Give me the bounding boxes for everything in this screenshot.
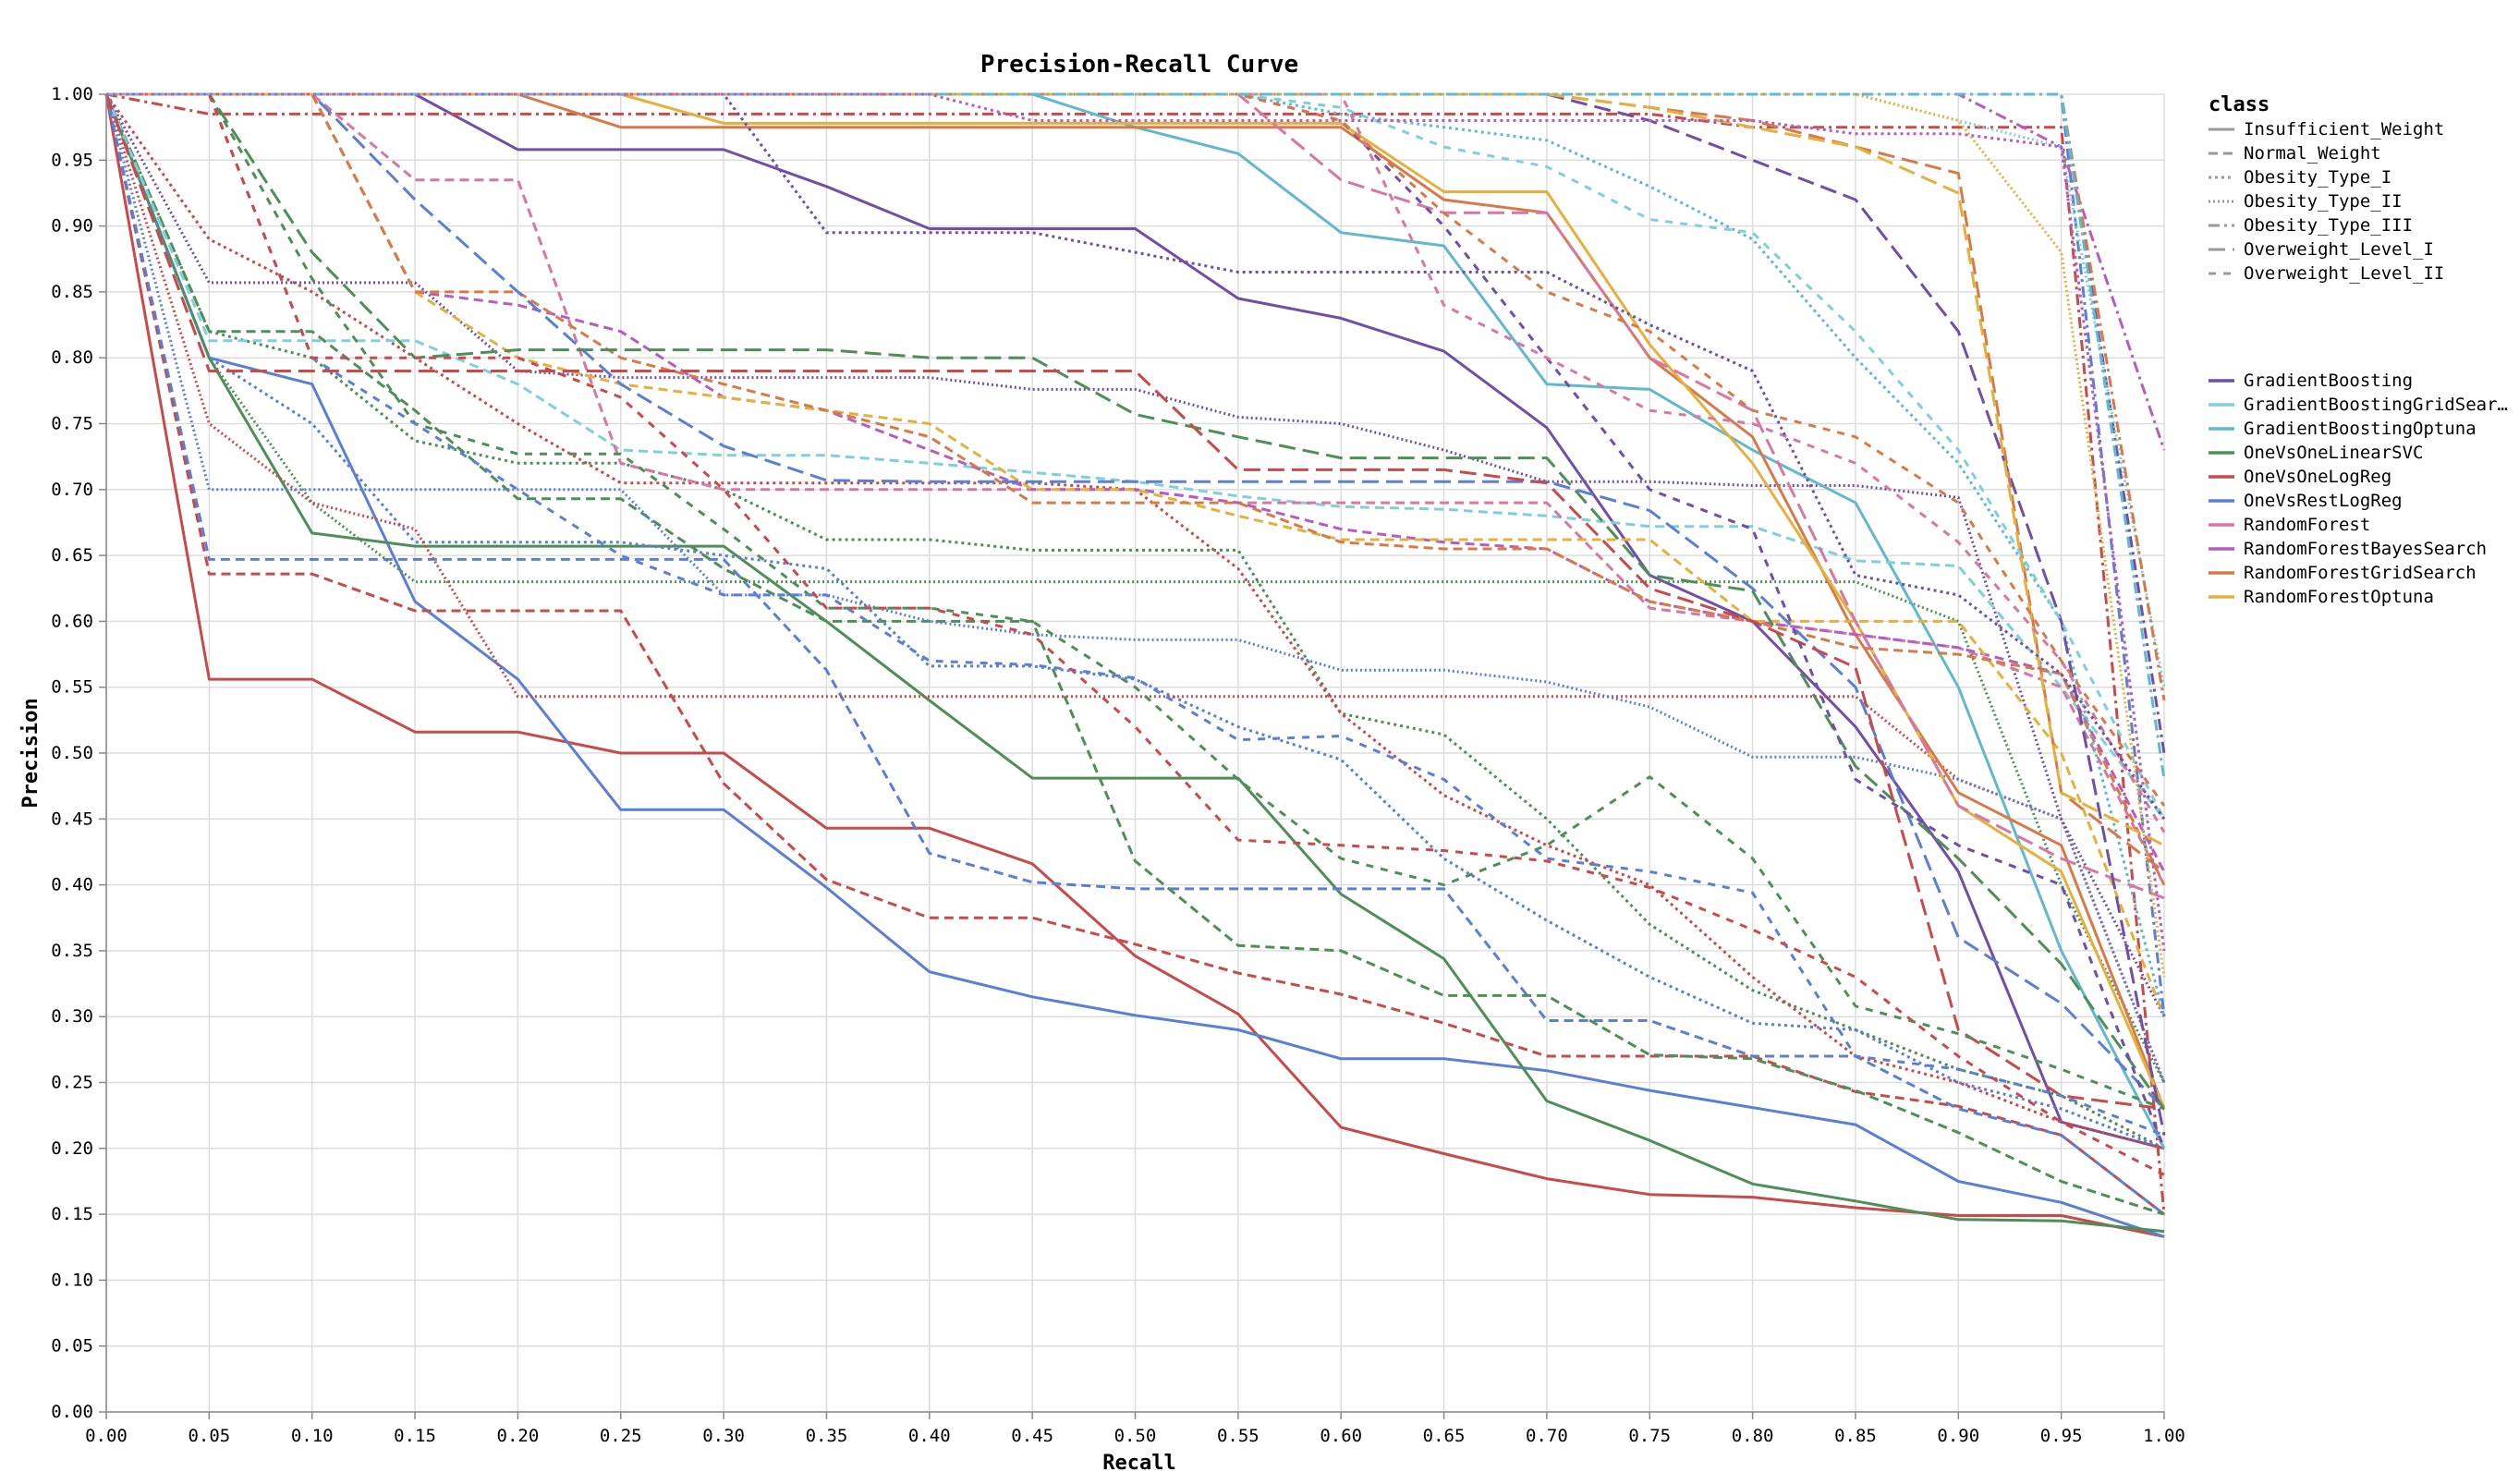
legend-model-label: RandomForestGridSearch bbox=[2244, 563, 2476, 583]
series-line-onevsrestlogreg-overweight-level-i bbox=[106, 92, 2166, 1111]
x-tick-label: 0.55 bbox=[1217, 1426, 1260, 1446]
x-tick-label: 0.85 bbox=[1834, 1426, 1877, 1446]
y-tick-label: 0.35 bbox=[51, 941, 93, 961]
y-tick-label: 0.90 bbox=[51, 216, 93, 237]
x-tick-label: 0.45 bbox=[1011, 1426, 1053, 1446]
y-axis-title: Precision bbox=[19, 698, 43, 808]
x-tick-label: 0.30 bbox=[702, 1426, 745, 1446]
series-line-onevsrestlogreg-obesity-type-ii bbox=[104, 93, 2166, 1084]
legend-class-label: Obesity_Type_II bbox=[2244, 191, 2403, 212]
y-tick-label: 0.95 bbox=[51, 150, 93, 170]
series-line-onevsonelogreg-overweight-level-ii bbox=[106, 92, 2165, 1176]
chart-title: Precision-Recall Curve bbox=[980, 51, 1298, 79]
series-line-randomforestgridsearch-normal-weight bbox=[106, 92, 2166, 886]
x-tick-label: 0.00 bbox=[85, 1426, 128, 1446]
x-tick-label: 0.95 bbox=[2040, 1426, 2083, 1446]
y-tick-label: 0.30 bbox=[51, 1006, 93, 1027]
legend-class-label: Normal_Weight bbox=[2244, 143, 2381, 164]
series-line-onevsonelogreg-overweight-level-i bbox=[104, 93, 2165, 1111]
y-tick-label: 0.15 bbox=[51, 1204, 93, 1224]
series-line-onevsrestlogreg-normal-weight bbox=[104, 93, 2165, 1216]
y-tick-label: 0.25 bbox=[51, 1073, 93, 1093]
x-tick-label: 0.75 bbox=[1628, 1426, 1671, 1446]
x-tick-label: 0.40 bbox=[908, 1426, 951, 1446]
series-line-onevsonelinearsvc-normal-weight bbox=[104, 93, 2165, 1216]
gridlines bbox=[105, 93, 2165, 1413]
series-line-onevsonelogreg-normal-weight bbox=[104, 93, 2165, 1216]
x-tick-label: 0.10 bbox=[291, 1426, 334, 1446]
series-line-gradientboostingoptuna-obesity-type-iii bbox=[106, 92, 2166, 780]
legend-class-title: class bbox=[2209, 93, 2270, 116]
series-line-onevsonelinearsvc-overweight-level-i bbox=[106, 92, 2166, 1110]
series-lines bbox=[104, 92, 2166, 1238]
series-line-onevsonelogreg-insufficient-weight bbox=[104, 93, 2165, 1238]
axes: 0.00 0.05 0.10 0.15 0.20 0.25 0.30 0.35 0.40 0.45… bbox=[51, 84, 2185, 1446]
y-tick-label: 0.40 bbox=[51, 875, 93, 895]
x-tick-label: 0.05 bbox=[188, 1426, 230, 1446]
series-line-randomforestbayessearch-obesity-type-i bbox=[106, 92, 2166, 952]
x-tick-label: 0.50 bbox=[1114, 1426, 1157, 1446]
legend-model-label: GradientBoostingGridSear… bbox=[2244, 395, 2508, 415]
legend-class-label: Obesity_Type_III bbox=[2244, 215, 2413, 236]
series-line-onevsrestlogreg-overweight-level-ii bbox=[106, 92, 2165, 1137]
legend-model-label: RandomForest bbox=[2244, 515, 2370, 535]
x-tick-label: 0.20 bbox=[497, 1426, 540, 1446]
x-tick-label: 0.15 bbox=[394, 1426, 436, 1446]
series-line-onevsonelinearsvc-insufficient-weight bbox=[104, 93, 2165, 1234]
series-line-onevsonelinearsvc-overweight-level-ii bbox=[106, 92, 2165, 1111]
y-tick-label: 0.80 bbox=[51, 347, 93, 368]
series-line-onevsonelinearsvc-obesity-type-ii bbox=[104, 93, 2166, 1084]
y-tick-label: 0.05 bbox=[51, 1336, 93, 1356]
y-tick-label: 1.00 bbox=[51, 84, 93, 104]
x-tick-label: 0.90 bbox=[1937, 1426, 1979, 1446]
x-tick-label: 0.60 bbox=[1320, 1426, 1362, 1446]
legend-model-label: OneVsRestLogReg bbox=[2244, 491, 2403, 511]
legend-model-label: GradientBoosting bbox=[2244, 371, 2413, 391]
series-line-onevsrestlogreg-insufficient-weight bbox=[104, 93, 2165, 1238]
series-line-onevsonelogreg-obesity-type-iii bbox=[105, 92, 2166, 1215]
series-line-randomforestoptuna-normal-weight bbox=[106, 92, 2166, 1017]
legend-model-label: RandomForestBayesSearch bbox=[2244, 539, 2487, 559]
series-line-randomforestbayessearch-normal-weight bbox=[106, 92, 2166, 872]
x-tick-label: 0.35 bbox=[806, 1426, 848, 1446]
legend-model-label: GradientBoostingOptuna bbox=[2244, 419, 2476, 439]
y-tick-label: 0.10 bbox=[51, 1270, 93, 1290]
legend: class Insufficient_Weight Normal_Weight Obe… bbox=[2209, 93, 2508, 607]
y-tick-label: 0.55 bbox=[51, 677, 93, 698]
legend-model-label: RandomForestOptuna bbox=[2244, 587, 2434, 607]
series-line-onevsonelinearsvc-obesity-type-i bbox=[104, 93, 2165, 1150]
legend-class-label: Overweight_Level_I bbox=[2244, 239, 2434, 260]
x-tick-label: 0.70 bbox=[1526, 1426, 1568, 1446]
y-tick-label: 0.45 bbox=[51, 809, 93, 829]
y-tick-label: 0.65 bbox=[51, 545, 93, 566]
legend-class-label: Insufficient_Weight bbox=[2244, 119, 2444, 140]
y-tick-label: 0.85 bbox=[51, 282, 93, 302]
legend-model-label: OneVsOneLogReg bbox=[2244, 467, 2391, 487]
legend-class-label: Overweight_Level_II bbox=[2244, 263, 2444, 284]
y-tick-label: 0.50 bbox=[51, 743, 93, 763]
x-tick-label: 0.65 bbox=[1423, 1426, 1466, 1446]
series-line-onevsrestlogreg-obesity-type-i bbox=[104, 93, 2165, 1150]
y-tick-label: 0.75 bbox=[51, 414, 93, 434]
x-tick-label: 0.80 bbox=[1732, 1426, 1774, 1446]
x-tick-label: 1.00 bbox=[2143, 1426, 2185, 1446]
series-line-gradientboosting-insufficient-weight bbox=[106, 92, 2165, 1150]
y-tick-label: 0.00 bbox=[51, 1402, 93, 1422]
y-tick-label: 0.70 bbox=[51, 480, 93, 500]
legend-model-label: OneVsOneLinearSVC bbox=[2244, 443, 2423, 463]
x-tick-label: 0.25 bbox=[600, 1426, 642, 1446]
x-axis-title: Recall bbox=[1102, 1452, 1175, 1475]
y-tick-label: 0.20 bbox=[51, 1138, 93, 1159]
legend-class-label: Obesity_Type_I bbox=[2244, 167, 2391, 188]
y-tick-label: 0.60 bbox=[51, 611, 93, 631]
